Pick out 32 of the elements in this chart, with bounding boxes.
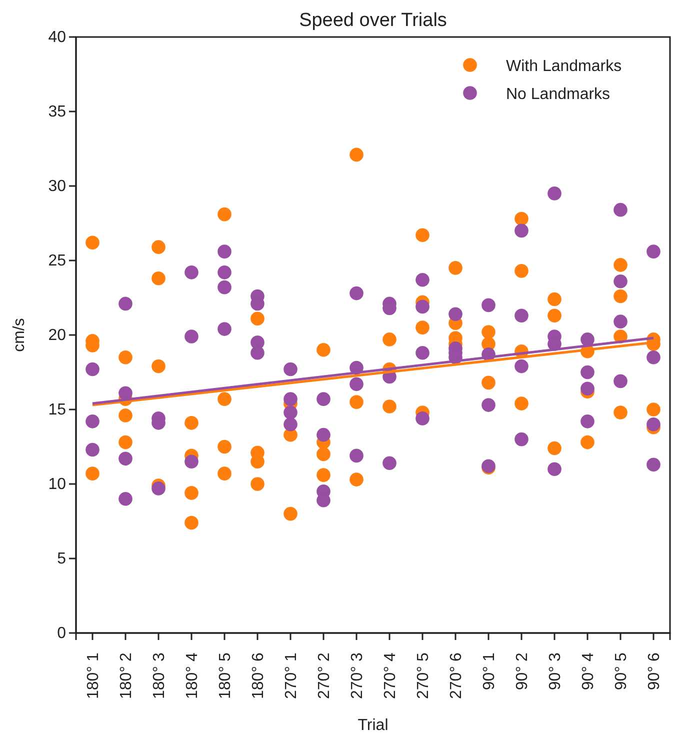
x-tick-label: 270° 6 bbox=[448, 652, 466, 700]
x-tick-label: 180° 1 bbox=[85, 652, 102, 700]
x-tick-label: 270° 2 bbox=[316, 652, 334, 700]
y-tick-label: 25 bbox=[48, 252, 66, 270]
x-axis-title: Trial bbox=[358, 717, 388, 734]
x-tick-label: 180° 4 bbox=[184, 652, 202, 700]
y-axis-title: cm/s bbox=[11, 318, 28, 352]
y-tick-label: 0 bbox=[57, 625, 66, 642]
y-tick-label: 15 bbox=[48, 402, 66, 419]
x-tick-label: 180° 5 bbox=[217, 652, 234, 700]
x-tick-label: 90° 5 bbox=[613, 652, 630, 690]
y-tick-label: 5 bbox=[57, 550, 66, 568]
x-tick-label: 180° 2 bbox=[118, 652, 136, 700]
x-tick-label: 270° 3 bbox=[349, 652, 366, 700]
y-tick-label: 20 bbox=[48, 327, 66, 344]
y-tick-label: 40 bbox=[48, 29, 66, 46]
x-tick-label: 270° 5 bbox=[415, 652, 432, 700]
y-tick-label: 10 bbox=[48, 476, 66, 494]
y-tick-label: 35 bbox=[48, 104, 66, 121]
x-tick-label: 90° 4 bbox=[580, 652, 598, 690]
x-tick-label: 270° 1 bbox=[283, 652, 300, 700]
x-tick-label: 180° 3 bbox=[151, 652, 168, 700]
x-tick-label: 90° 1 bbox=[481, 652, 498, 690]
x-tick-label: 90° 3 bbox=[547, 652, 564, 690]
legend-label: With Landmarks bbox=[506, 58, 622, 75]
x-tick-label: 90° 6 bbox=[646, 652, 664, 690]
legend-label: No Landmarks bbox=[506, 86, 610, 103]
x-tick-label: 270° 4 bbox=[382, 652, 400, 700]
x-tick-label: 180° 6 bbox=[250, 652, 268, 700]
y-tick-label: 30 bbox=[48, 178, 66, 196]
chart-title: Speed over Trials bbox=[299, 10, 447, 31]
x-tick-label: 90° 2 bbox=[514, 652, 532, 690]
